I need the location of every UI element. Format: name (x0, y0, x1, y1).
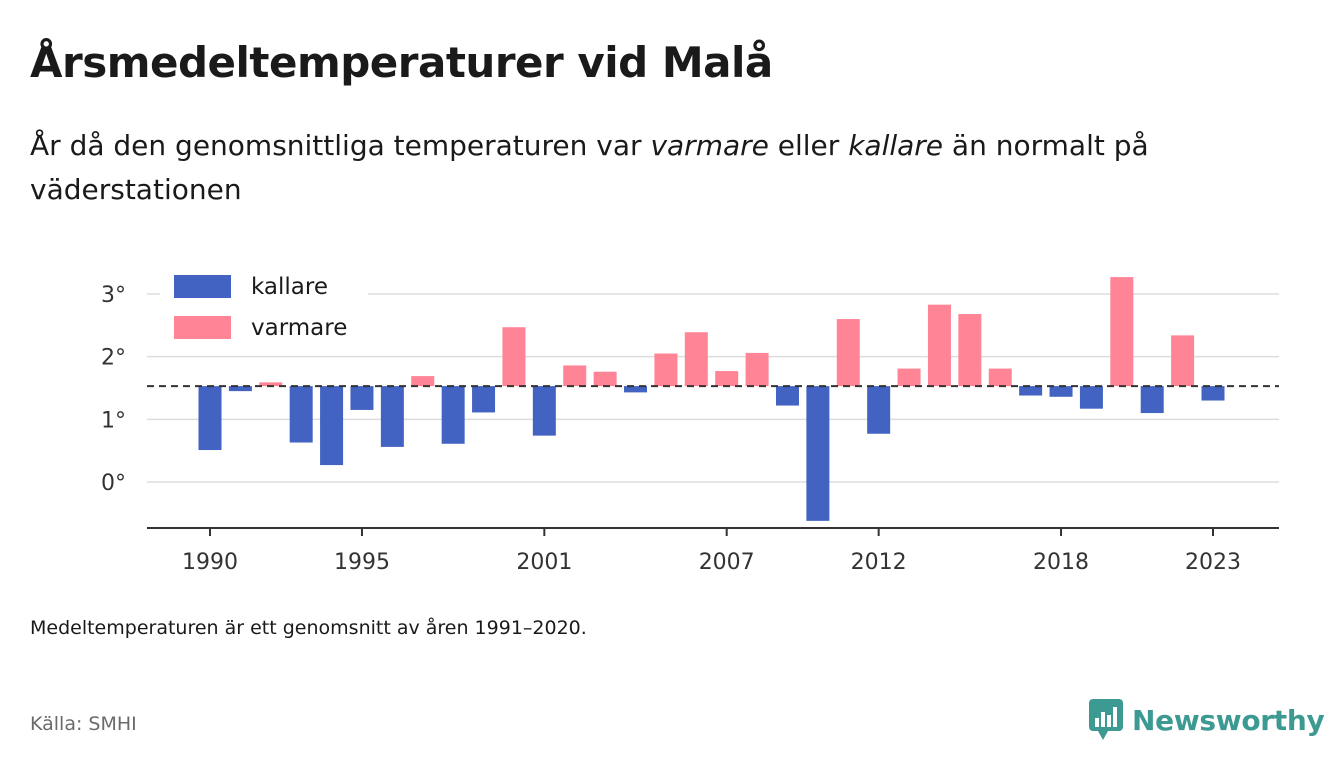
bar-1994 (320, 386, 344, 466)
chart-note: Medeltemperaturen är ett genomsnitt av å… (30, 617, 587, 639)
bar-2002 (563, 365, 587, 387)
bar-1992 (259, 382, 283, 387)
bar-2014 (927, 304, 951, 387)
legend-label-cold: kallare (251, 274, 328, 300)
bar-2012 (867, 386, 891, 434)
bar-2019 (1079, 386, 1103, 409)
x-axis: 1990 1995 2001 2007 2012 2018 2023 (147, 527, 1279, 575)
chart-subtitle: År då den genomsnittliga temperaturen va… (30, 124, 1300, 212)
x-tick-label: 2001 (516, 550, 572, 575)
bar-2013 (897, 368, 921, 387)
bars (198, 277, 1225, 521)
subtitle-part3: än normalt på väderstationen (30, 129, 1149, 206)
legend-swatch-cold (174, 275, 231, 298)
bar-2011 (836, 319, 860, 387)
subtitle-cold-word: kallare (848, 129, 944, 162)
y-tick-label: 2° (101, 346, 126, 371)
subtitle-part1: År då den genomsnittliga temperaturen va… (30, 129, 651, 162)
y-tick-label: 1° (101, 408, 126, 433)
newsworthy-logo-text: Newsworthy (1132, 703, 1325, 737)
bar-2022 (1171, 335, 1195, 387)
x-tick-label: 1990 (182, 550, 238, 575)
newsworthy-logo: Newsworthy (1088, 698, 1325, 742)
legend-swatch-warm (174, 316, 231, 339)
bar-chart: 1990 1995 2001 2007 2012 2018 2023 0° 1° 2° 3° ka… (101, 266, 1279, 575)
source-credit: Källa: SMHI (30, 713, 137, 735)
bar-2003 (593, 371, 617, 387)
bar-2016 (988, 368, 1012, 387)
bar-2006 (684, 332, 708, 387)
bar-2007 (715, 371, 739, 387)
bar-1990 (198, 386, 222, 451)
bar-2021 (1140, 386, 1164, 414)
bar-1991 (228, 386, 252, 392)
x-tick-label: 2012 (851, 550, 907, 575)
x-tick-label: 2018 (1033, 550, 1089, 575)
bar-1993 (289, 386, 313, 443)
bar-2000 (502, 327, 526, 387)
subtitle-warm-word: varmare (650, 129, 769, 162)
bar-2004 (624, 386, 648, 393)
bar-2015 (958, 314, 982, 387)
x-tick-label: 2023 (1185, 550, 1241, 575)
bar-2020 (1110, 277, 1134, 387)
bar-1996 (380, 386, 404, 447)
bar-2023 (1201, 386, 1225, 401)
bar-2009 (775, 386, 799, 406)
bar-1997 (411, 376, 435, 387)
bar-2001 (532, 386, 556, 436)
bar-2005 (654, 353, 678, 387)
legend-label-warm: varmare (251, 315, 347, 341)
newsworthy-logo-icon (1089, 699, 1123, 740)
x-tick-label: 2007 (699, 550, 755, 575)
y-axis-labels: 0° 1° 2° 3° (101, 283, 126, 496)
x-tick-label: 1995 (334, 550, 390, 575)
subtitle-part2: eller (768, 129, 849, 162)
y-tick-label: 3° (101, 283, 126, 308)
bar-2017 (1019, 386, 1043, 396)
bar-1999 (472, 386, 496, 413)
bar-2008 (745, 352, 769, 387)
bar-2018 (1049, 386, 1073, 397)
y-tick-label: 0° (101, 471, 126, 496)
chart-title: Årsmedeltemperaturer vid Malå (30, 38, 773, 87)
bar-2010 (806, 386, 830, 521)
bar-1995 (350, 386, 374, 410)
legend: kallare varmare (160, 266, 368, 348)
bar-1998 (441, 386, 465, 444)
